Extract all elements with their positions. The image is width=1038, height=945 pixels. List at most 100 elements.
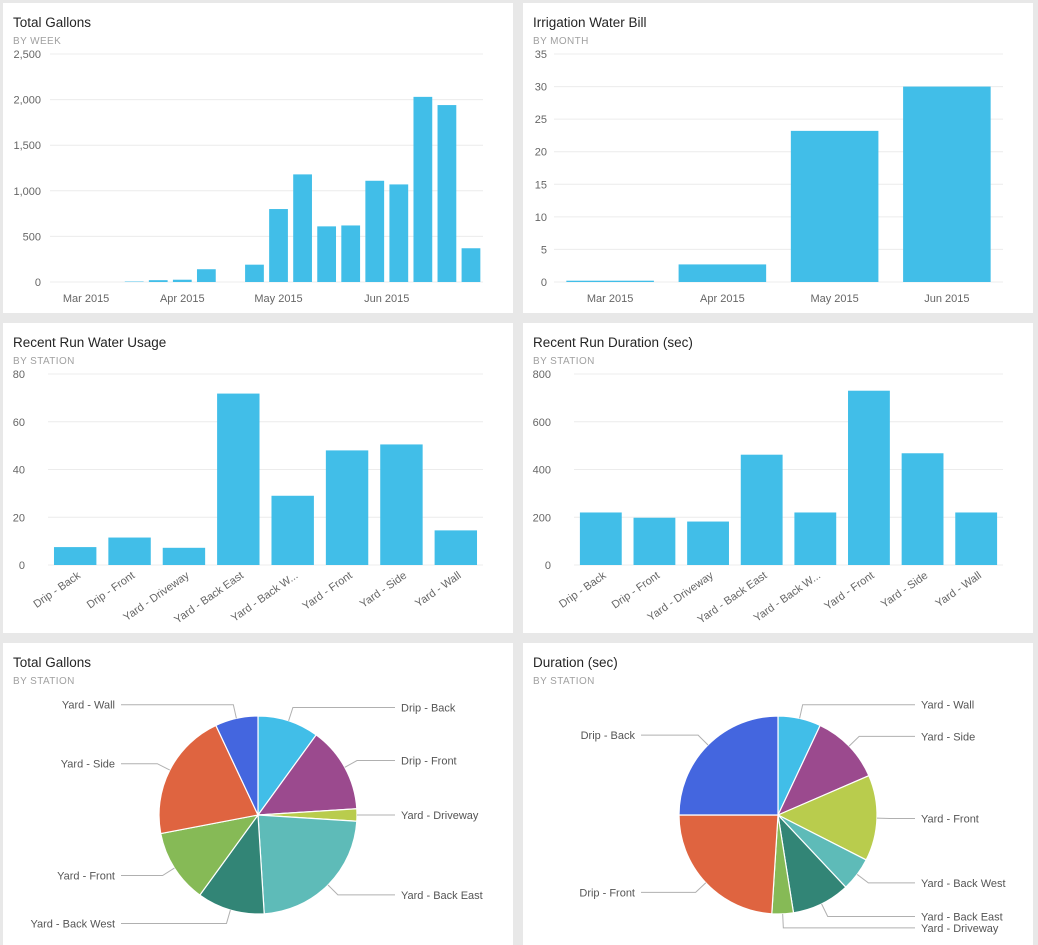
bar (579, 512, 622, 565)
tile-recent-run-water-usage[interactable]: Recent Run Water Usage BY STATION 0 20 40 6… (3, 323, 513, 633)
bar (217, 393, 260, 565)
bar (955, 512, 998, 565)
bar (389, 184, 409, 282)
tile-title: Duration (sec) (533, 655, 618, 670)
pie-label: Yard - Front (57, 871, 115, 883)
pie-slice (198, 813, 265, 915)
bar (413, 96, 433, 282)
x-tick-label: Yard - Wall (413, 570, 463, 610)
bar (365, 180, 385, 282)
leader-line (344, 760, 395, 768)
y-tick-label: 400 (533, 465, 551, 477)
pie-slice (776, 774, 878, 861)
bar (325, 450, 369, 565)
y-tick-label: 10 (535, 212, 547, 224)
bar (903, 86, 991, 282)
tile-total-gallons-by-station[interactable]: Total Gallons BY STATION Drip - Back Drip… (3, 643, 513, 945)
tile-recent-run-duration[interactable]: Recent Run Duration (sec) BY STATION 0 20… (523, 323, 1033, 633)
leader-line (821, 903, 915, 917)
x-tick-label: Yard - Side (879, 570, 930, 611)
y-tick-label: 25 (535, 114, 547, 126)
y-tick-label: 30 (535, 82, 547, 94)
run-duration-station-bar-chart: 0 200 400 600 800 Drip - Back Drip - Front Yard… (533, 369, 1003, 626)
bar (162, 547, 206, 565)
pie-label: Yard - Wall (62, 700, 115, 712)
total-gallons-weekly-bar-chart: 0 500 1,000 1,500 2,000 2,500 Mar 2015 Apr 2015… (13, 49, 483, 305)
y-tick-label: 0 (541, 277, 547, 289)
tile-title: Recent Run Water Usage (13, 335, 167, 350)
x-tick-label: Apr 2015 (700, 293, 745, 305)
pie-label: Yard - Driveway (401, 810, 479, 822)
pie-label: Drip - Back (581, 730, 636, 742)
x-tick-label: May 2015 (810, 293, 858, 305)
y-tick-label: 20 (13, 512, 25, 524)
pie-slice (678, 715, 779, 816)
tile-title: Recent Run Duration (sec) (533, 335, 693, 350)
x-tick-label: Drip - Front (610, 570, 662, 612)
bar (633, 517, 676, 565)
tile-irrigation-water-bill[interactable]: Irrigation Water Bill BY MONTH 0 5 10 15 20 2… (523, 3, 1033, 313)
pie-label: Drip - Back (401, 703, 456, 715)
bar (341, 225, 361, 282)
y-tick-label: 5 (541, 244, 547, 256)
bar (790, 130, 879, 282)
y-tick-label: 20 (535, 147, 547, 159)
pie-slice (678, 814, 779, 915)
bar (687, 521, 729, 565)
pie-label: Yard - Back East (401, 890, 483, 902)
pie-slice (158, 724, 259, 835)
leader-line (327, 884, 395, 896)
y-tick-label: 15 (535, 179, 547, 191)
leader-line (121, 867, 175, 877)
pie-slice (257, 814, 358, 915)
bar (380, 444, 423, 565)
bar (317, 226, 337, 282)
x-tick-label: May 2015 (254, 293, 302, 305)
leader-line (799, 704, 915, 719)
bar (172, 279, 192, 282)
x-tick-label: Yard - Front (300, 570, 354, 613)
y-tick-label: 1,000 (13, 186, 41, 198)
pie-label: Yard - Front (921, 814, 979, 826)
bar (434, 530, 478, 565)
x-tick-label: Jun 2015 (924, 293, 969, 305)
pie-label: Drip - Front (401, 756, 457, 768)
bar (678, 264, 767, 282)
bar (901, 453, 944, 565)
leader-line (856, 874, 915, 884)
pie-slice (215, 715, 259, 816)
y-tick-label: 0 (19, 560, 25, 572)
x-tick-label: Drip - Front (85, 570, 137, 612)
y-tick-label: 35 (535, 49, 547, 61)
duration-station-pie-chart: Yard - Wall Yard - Side Yard - Front Yard -… (579, 700, 1006, 935)
bar (269, 209, 288, 282)
bar (148, 280, 168, 282)
bar (848, 390, 890, 565)
bar (740, 454, 783, 565)
pie-label: Yard - Wall (921, 700, 974, 712)
pie-label: Yard - Back West (30, 919, 115, 931)
tile-subtitle: BY STATION (13, 676, 75, 687)
y-tick-label: 0 (545, 560, 551, 572)
x-tick-label: Yard - Wall (933, 570, 983, 610)
tile-subtitle: BY STATION (13, 356, 75, 367)
tile-duration-by-station[interactable]: Duration (sec) BY STATION Yard - Wall Yar… (523, 643, 1033, 945)
y-tick-label: 800 (533, 369, 551, 381)
pie-label: Yard - Back West (921, 878, 1006, 890)
leader-line (641, 882, 707, 893)
leader-line (288, 707, 395, 721)
tile-title: Irrigation Water Bill (533, 15, 647, 30)
bar (293, 174, 312, 282)
y-tick-label: 60 (13, 417, 25, 429)
leader-line (641, 734, 709, 746)
leader-line (121, 909, 231, 925)
y-tick-label: 2,500 (13, 49, 41, 61)
bar (461, 248, 481, 282)
y-tick-label: 500 (23, 231, 41, 243)
leader-line (848, 735, 915, 747)
x-tick-label: Drip - Back (557, 569, 609, 610)
pie-label: Yard - Side (921, 731, 975, 743)
bar (566, 280, 654, 282)
x-tick-label: Drip - Back (31, 569, 83, 610)
tile-total-gallons-by-week[interactable]: Total Gallons BY WEEK 0 500 1,000 1,500 2,00… (3, 3, 513, 313)
